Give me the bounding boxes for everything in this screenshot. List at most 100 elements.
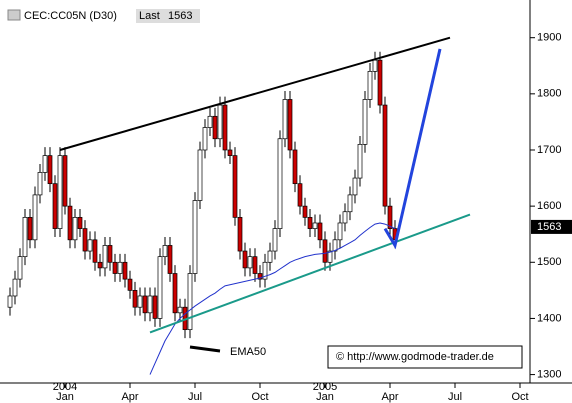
candle-body (177, 306, 183, 314)
last-tag (531, 219, 572, 234)
last-value: 1563 (168, 10, 192, 22)
last-label: Last (139, 10, 160, 22)
trendline (149, 213, 471, 334)
candle-body (242, 250, 248, 269)
candle-body (352, 177, 358, 196)
candle-body (122, 261, 128, 280)
candle-body (137, 295, 143, 308)
candle-body (127, 278, 133, 291)
candle-body (87, 239, 93, 252)
candle-body (197, 149, 203, 201)
candle-body (247, 256, 253, 269)
candle-body (142, 295, 148, 314)
candle-body (362, 99, 368, 145)
candle-body (357, 144, 363, 179)
candle-body (202, 127, 208, 151)
candle-body (262, 261, 268, 280)
y-tick-label: 1800 (537, 88, 561, 100)
candle-body (37, 172, 43, 196)
candle-body (82, 228, 88, 252)
year-label: 2004 (53, 381, 77, 393)
candle-body (287, 99, 293, 151)
y-tick-label: 1500 (537, 256, 561, 268)
y-tick-label: 1900 (537, 32, 561, 44)
candle-body (227, 149, 233, 156)
x-tick-label: Jan (56, 391, 74, 403)
candle-body (382, 104, 388, 207)
candle-body (332, 239, 338, 252)
candle-body (292, 149, 298, 185)
last-box (136, 9, 200, 23)
x-tick-label: Apr (121, 391, 138, 403)
candle-body (342, 211, 348, 224)
candle-body (222, 104, 228, 151)
x-tick-label: Jul (448, 391, 462, 403)
candle-body (317, 222, 323, 241)
candle-body (312, 222, 318, 229)
candle-body (77, 217, 83, 229)
candle-body (307, 217, 313, 229)
candle-body (97, 261, 103, 269)
y-tick-label: 1400 (537, 312, 561, 324)
x-tick-label: Oct (511, 391, 528, 403)
candle-body (282, 99, 288, 140)
candle-body (277, 138, 283, 229)
trendline (383, 48, 442, 250)
candle-body (92, 239, 98, 263)
year-label: 2005 (313, 381, 337, 393)
candle-body (32, 194, 38, 241)
candle-body (267, 250, 273, 263)
candle-body (112, 261, 118, 274)
candle-body (372, 59, 378, 72)
last-tag-label: 1563 (537, 221, 561, 233)
y-tick-label: 1300 (537, 368, 561, 380)
x-tick-label: Jul (188, 391, 202, 403)
candle-body (7, 295, 13, 308)
candle-body (237, 217, 243, 252)
candle-body (387, 205, 393, 229)
candle-body (117, 261, 123, 274)
candle-body (162, 245, 168, 258)
candle-body (272, 228, 278, 252)
copyright: © http://www.godmode-trader.de (336, 351, 494, 363)
candle-body (72, 217, 78, 241)
candle-body (217, 104, 223, 140)
x-tick-label: Apr (381, 391, 398, 403)
y-tick-label: 1700 (537, 144, 561, 156)
candle-body (377, 59, 383, 106)
trendline (59, 36, 451, 151)
candle-body (62, 155, 68, 207)
candle-body (132, 290, 138, 308)
candle-body (167, 245, 173, 274)
candle-body (337, 222, 343, 241)
candle-body (302, 205, 308, 218)
candle-body (157, 256, 163, 319)
candle-body (12, 278, 18, 297)
candle-body (47, 155, 53, 185)
candle-body (327, 250, 333, 263)
candle-body (52, 183, 58, 229)
candle-body (42, 155, 48, 173)
candle-body (252, 256, 258, 274)
candle-body (57, 155, 63, 229)
candle-body (297, 183, 303, 207)
candle-body (322, 239, 328, 263)
copyright-box (327, 345, 523, 369)
annotation-arrow (189, 345, 221, 353)
candle-body (147, 295, 153, 314)
chart-title: CEC:CC05N (D30) (24, 10, 117, 22)
ema-line (149, 222, 396, 375)
candle-body (152, 295, 158, 319)
annotation: EMA50 (230, 346, 266, 358)
candle-body (107, 245, 113, 263)
x-tick-label: Oct (251, 391, 268, 403)
candle-body (347, 194, 353, 213)
candle-body (172, 273, 178, 314)
candle-body (22, 217, 28, 258)
candle-body (232, 155, 238, 218)
candle-body (17, 256, 23, 280)
candle-body (207, 115, 213, 128)
y-tick-label: 1600 (537, 200, 561, 212)
